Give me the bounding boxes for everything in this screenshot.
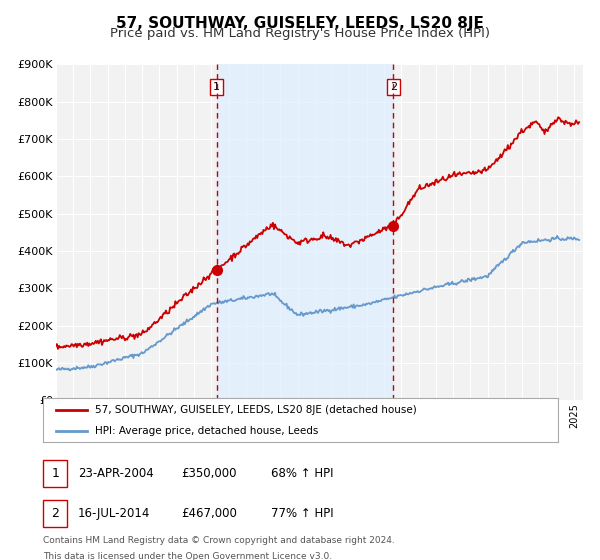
Text: 2: 2 [390,82,397,92]
Text: 57, SOUTHWAY, GUISELEY, LEEDS, LS20 8JE: 57, SOUTHWAY, GUISELEY, LEEDS, LS20 8JE [116,16,484,31]
Text: 16-JUL-2014: 16-JUL-2014 [78,507,151,520]
Text: 57, SOUTHWAY, GUISELEY, LEEDS, LS20 8JE (detached house): 57, SOUTHWAY, GUISELEY, LEEDS, LS20 8JE … [95,405,416,415]
Text: Price paid vs. HM Land Registry's House Price Index (HPI): Price paid vs. HM Land Registry's House … [110,27,490,40]
Text: 77% ↑ HPI: 77% ↑ HPI [271,507,334,520]
Text: Contains HM Land Registry data © Crown copyright and database right 2024.: Contains HM Land Registry data © Crown c… [43,535,395,545]
Text: 68% ↑ HPI: 68% ↑ HPI [271,467,334,480]
Bar [217,64,393,400]
Text: 23-APR-2004: 23-APR-2004 [78,467,154,480]
Text: 1: 1 [51,467,59,480]
Text: HPI: Average price, detached house, Leeds: HPI: Average price, detached house, Leed… [95,426,318,436]
Text: £467,000: £467,000 [181,507,237,520]
Text: This data is licensed under the Open Government Licence v3.0.: This data is licensed under the Open Gov… [43,552,332,560]
Text: £350,000: £350,000 [181,467,236,480]
Text: 1: 1 [213,82,220,92]
Text: 2: 2 [51,507,59,520]
